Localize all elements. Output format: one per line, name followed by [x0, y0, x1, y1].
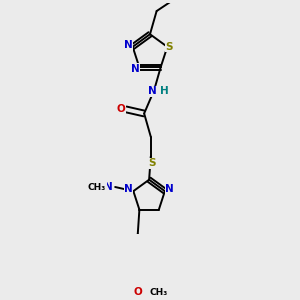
Text: CH₃: CH₃ [88, 182, 106, 191]
Text: H: H [160, 86, 168, 96]
Text: CH₃: CH₃ [149, 288, 168, 297]
Text: N: N [104, 182, 113, 192]
Text: S: S [165, 42, 173, 52]
Text: N: N [124, 40, 133, 50]
Text: N: N [165, 184, 174, 194]
Text: O: O [117, 104, 125, 114]
Text: N: N [124, 184, 133, 194]
Text: S: S [148, 158, 155, 168]
Text: N: N [148, 86, 157, 96]
Text: N: N [131, 64, 140, 74]
Text: O: O [134, 287, 142, 297]
